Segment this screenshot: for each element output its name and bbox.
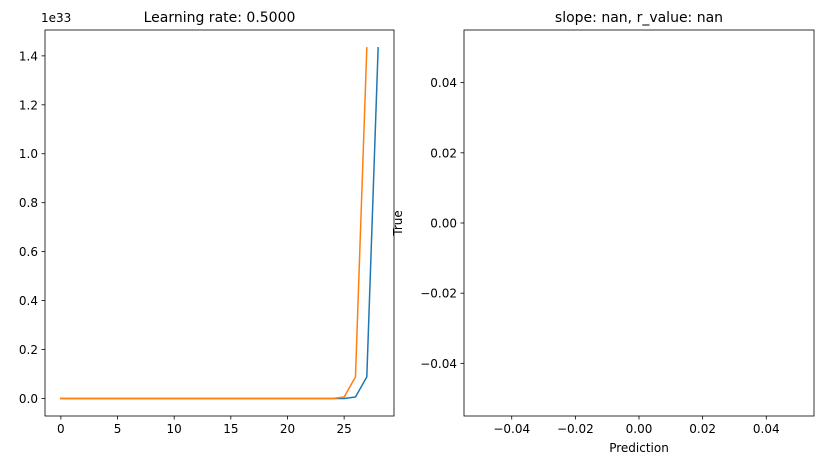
y-tick-label: 0.8 <box>19 196 38 210</box>
x-tick-label: −0.04 <box>493 422 530 436</box>
x-tick-label: 10 <box>167 422 182 436</box>
x-tick-label: 0.00 <box>626 422 653 436</box>
line-series <box>60 47 368 400</box>
y-axis-offset-text: 1e33 <box>41 11 71 25</box>
axis-ticks: −0.04 −0.02 0.00 0.02 0.04 −0.04 −0.02 0.00 0.02… <box>420 76 779 436</box>
y-tick-label: 0.6 <box>19 245 38 259</box>
y-tick-label: 0.2 <box>19 343 38 357</box>
x-tick-label: −0.02 <box>557 422 594 436</box>
x-tick-label: 0 <box>57 422 65 436</box>
chart-panel-learning-rate: Learning rate: 0.5000 1e33 0 5 10 15 20 25 0.0… <box>19 10 395 436</box>
plot-frame <box>44 29 395 417</box>
y-axis-label: True <box>391 210 405 237</box>
x-tick-label: 0.04 <box>753 422 780 436</box>
y-tick-label: 0.0 <box>19 392 38 406</box>
y-tick-label: 0.04 <box>430 76 457 90</box>
chart-panel-regression: slope: nan, r_value: nan Prediction True… <box>391 10 815 455</box>
x-axis-label: Prediction <box>609 441 669 455</box>
plot-frame <box>463 29 815 417</box>
y-tick-label: 1.0 <box>19 147 38 161</box>
x-tick-label: 0.02 <box>689 422 716 436</box>
axis-ticks: 0 5 10 15 20 25 0.0 0.2 0.4 0.6 0.8 1.0 1.2 1.4 <box>19 49 352 436</box>
line-series-group <box>60 47 379 400</box>
x-tick-label: 20 <box>280 422 295 436</box>
y-tick-label: 1.4 <box>19 49 38 63</box>
y-tick-label: 1.2 <box>19 98 38 112</box>
y-tick-label: 0.00 <box>430 217 457 231</box>
y-tick-label: 0.4 <box>19 294 38 308</box>
y-tick-label: 0.02 <box>430 146 457 160</box>
x-tick-label: 15 <box>223 422 238 436</box>
y-tick-label: −0.02 <box>420 287 457 301</box>
y-tick-label: −0.04 <box>420 357 457 371</box>
x-tick-label: 25 <box>337 422 352 436</box>
chart-title: Learning rate: 0.5000 <box>144 10 296 26</box>
x-tick-label: 5 <box>114 422 122 436</box>
chart-title: slope: nan, r_value: nan <box>555 10 723 26</box>
